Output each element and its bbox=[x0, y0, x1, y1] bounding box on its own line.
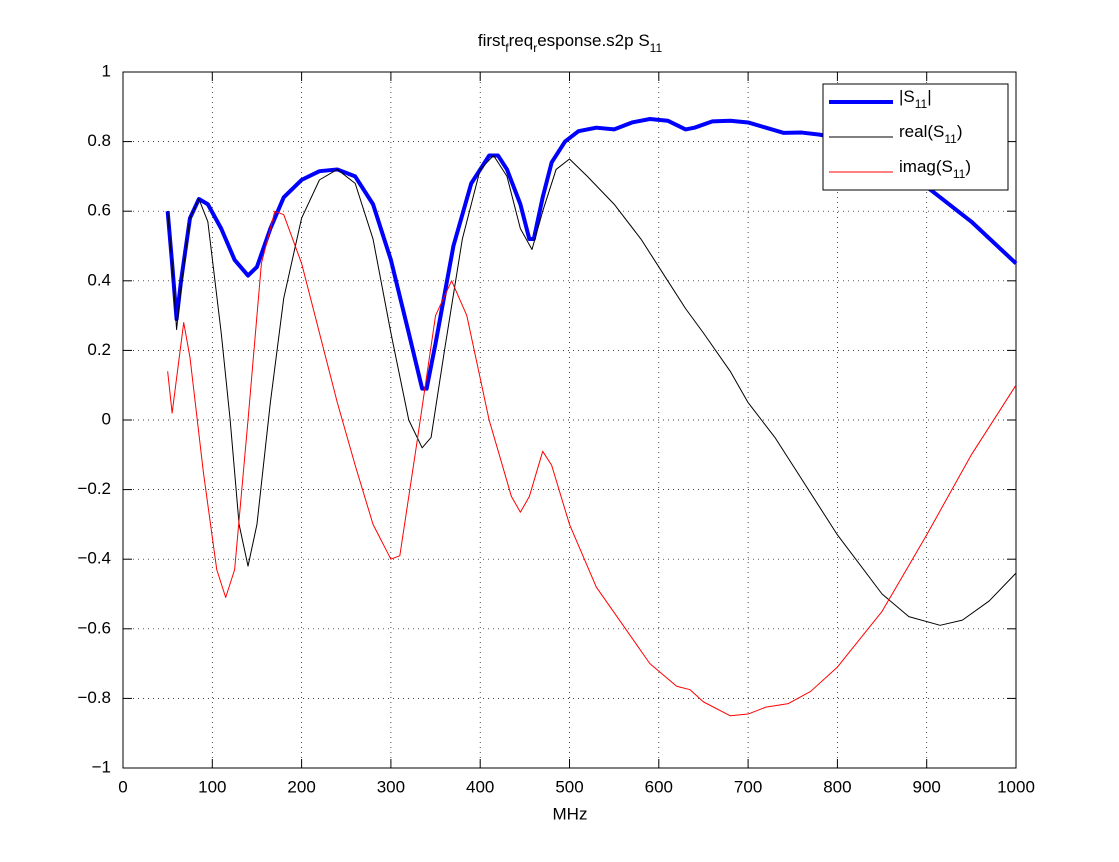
plot-frame bbox=[122, 71, 1017, 769]
y-tick-label: 0.6 bbox=[87, 201, 111, 220]
y-tick-label: −0.8 bbox=[77, 688, 111, 707]
y-tick-label: −0.6 bbox=[77, 618, 111, 637]
text-part: 11 bbox=[944, 132, 957, 146]
legend-label: real(S11) bbox=[899, 122, 963, 146]
title-part: first bbox=[478, 31, 506, 50]
x-tick-label: 500 bbox=[555, 777, 583, 796]
x-axis-label: MHz bbox=[553, 804, 588, 823]
x-tick-label: 300 bbox=[377, 777, 405, 796]
text-part: | bbox=[927, 87, 931, 106]
x-tick-label: 900 bbox=[913, 777, 941, 796]
series-line bbox=[165, 116, 1018, 391]
x-tick-label: 600 bbox=[645, 777, 673, 796]
x-tick-label: 700 bbox=[734, 777, 762, 796]
text-part: ) bbox=[965, 157, 971, 176]
y-tick-label: −1 bbox=[92, 757, 111, 776]
title-part: f bbox=[505, 41, 509, 55]
x-tick-label: 0 bbox=[118, 777, 127, 796]
x-tick-label: 100 bbox=[198, 777, 226, 796]
x-tick-label: 400 bbox=[466, 777, 494, 796]
title-part: r bbox=[533, 41, 537, 55]
legend-label: |S11| bbox=[899, 87, 932, 111]
series-line bbox=[167, 210, 1017, 717]
legend-label: imag(S11) bbox=[899, 157, 971, 181]
y-tick-label: −0.2 bbox=[77, 479, 111, 498]
y-tick-label: 0.2 bbox=[87, 340, 111, 359]
x-tick-label: 1000 bbox=[997, 777, 1035, 796]
y-tick-label: −0.4 bbox=[77, 549, 111, 568]
title-part: req bbox=[509, 31, 534, 50]
title-part: 11 bbox=[650, 41, 663, 55]
text-part: real(S bbox=[899, 122, 944, 141]
y-tick-label: 0 bbox=[102, 409, 111, 428]
x-tick-label: 800 bbox=[823, 777, 851, 796]
text-part: ) bbox=[957, 122, 963, 141]
y-tick-label: 1 bbox=[102, 61, 111, 80]
text-part: 11 bbox=[915, 97, 928, 111]
x-tick-label: 200 bbox=[287, 777, 315, 796]
y-tick-label: 0.4 bbox=[87, 270, 111, 289]
text-part: |S bbox=[899, 87, 915, 106]
title-part: esponse.s2p S bbox=[537, 31, 649, 50]
series-line bbox=[167, 155, 1017, 626]
text-part: 11 bbox=[953, 167, 966, 181]
chart-title: firstfreqresponse.s2p S11 bbox=[478, 31, 663, 55]
text-part: imag(S bbox=[899, 157, 953, 176]
y-tick-label: 0.8 bbox=[87, 131, 111, 150]
